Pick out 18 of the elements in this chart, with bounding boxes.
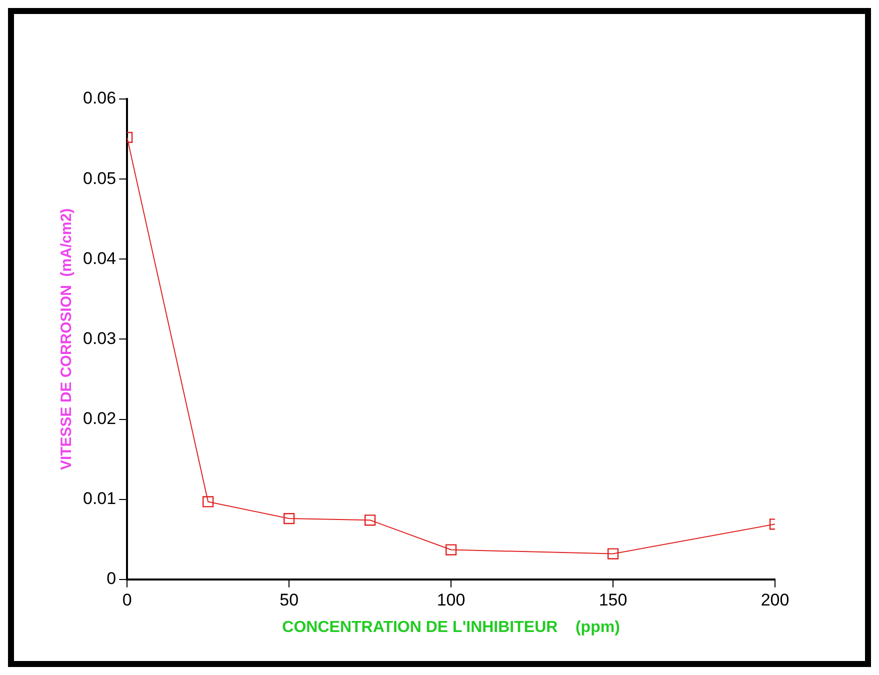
point	[364, 514, 376, 526]
y-tick-label: 0.01	[82, 489, 116, 508]
y-tick-label: 0.06	[82, 88, 116, 108]
point	[445, 544, 457, 556]
x-axis-title: CONCENTRATION DE L'INHIBITEUR (ppm)	[282, 618, 620, 636]
point	[284, 513, 295, 524]
x-tick-label: 50	[280, 590, 299, 610]
y-tick-label: 0.02	[82, 408, 116, 428]
x-tick-label: 150	[598, 590, 628, 610]
x-tick-label: 0	[122, 590, 132, 610]
y-tick-label: 0.05	[82, 168, 116, 188]
x-tick-label: 200	[760, 590, 790, 610]
y-axis-title: VITESSE DE CORROSION (mA/cm2)	[58, 208, 76, 470]
y-tick-label: 0.04	[82, 248, 116, 268]
x-tick-label: 100	[436, 590, 466, 610]
point	[202, 496, 214, 508]
y-tick-label: 0.03	[82, 328, 116, 348]
y-tick-label: 0	[106, 569, 116, 588]
